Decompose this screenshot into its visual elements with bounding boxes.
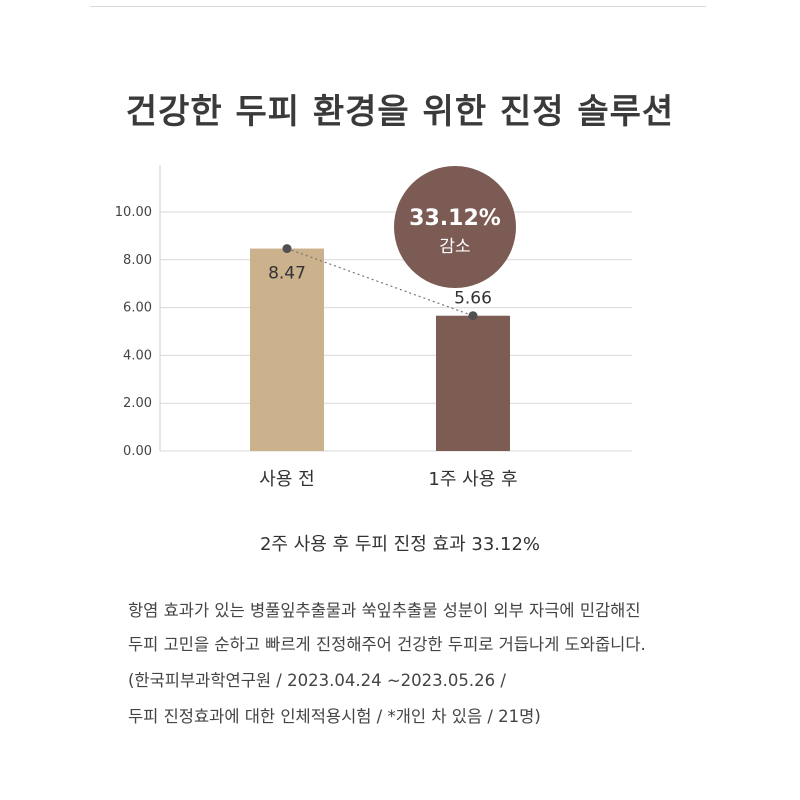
x-category-label: 1주 사용 후 bbox=[428, 469, 517, 490]
y-tick-label: 2.00 bbox=[123, 396, 152, 411]
reduction-badge-label: 감소 bbox=[439, 237, 470, 257]
y-tick-label: 4.00 bbox=[123, 348, 152, 363]
data-value-label: 5.66 bbox=[454, 289, 492, 309]
source-note-line-1: (한국피부과학연구원 / 2023.04.24 ~2023.05.26 / bbox=[128, 671, 506, 690]
y-tick-label: 10.00 bbox=[115, 205, 152, 220]
y-tick-label: 8.00 bbox=[123, 253, 152, 268]
bar bbox=[436, 315, 510, 451]
reduction-badge bbox=[394, 166, 516, 288]
chart-caption: 2주 사용 후 두피 진정 효과 33.12% bbox=[259, 534, 540, 555]
page-title: 건강한 두피 환경을 위한 진정 솔루션 bbox=[125, 92, 675, 132]
y-tick-label: 0.00 bbox=[123, 444, 152, 459]
source-note-line-2: 두피 진정효과에 대한 인체적용시험 / *개인 차 있음 / 21명) bbox=[128, 707, 541, 726]
data-value-label: 8.47 bbox=[268, 264, 306, 284]
top-divider bbox=[90, 6, 706, 7]
bar bbox=[250, 248, 324, 451]
data-point-dot bbox=[282, 244, 292, 254]
y-tick-label: 6.00 bbox=[123, 301, 152, 316]
data-point-dot bbox=[468, 311, 478, 321]
description-line-1: 항염 효과가 있는 병풀잎추출물과 쑥잎추출물 성분이 외부 자극에 민감해진 bbox=[128, 601, 641, 620]
reduction-badge-value: 33.12% bbox=[409, 206, 501, 231]
bar-chart: 0.00 2.00 4.00 6.00 8.00 10.00 사용 전 1주 사용 후 8.47… bbox=[115, 165, 632, 490]
x-category-label: 사용 전 bbox=[259, 469, 314, 490]
description-line-2: 두피 고민을 순하고 빠르게 진정해주어 건강한 두피로 거듭나게 도와줍니다. bbox=[128, 635, 646, 654]
